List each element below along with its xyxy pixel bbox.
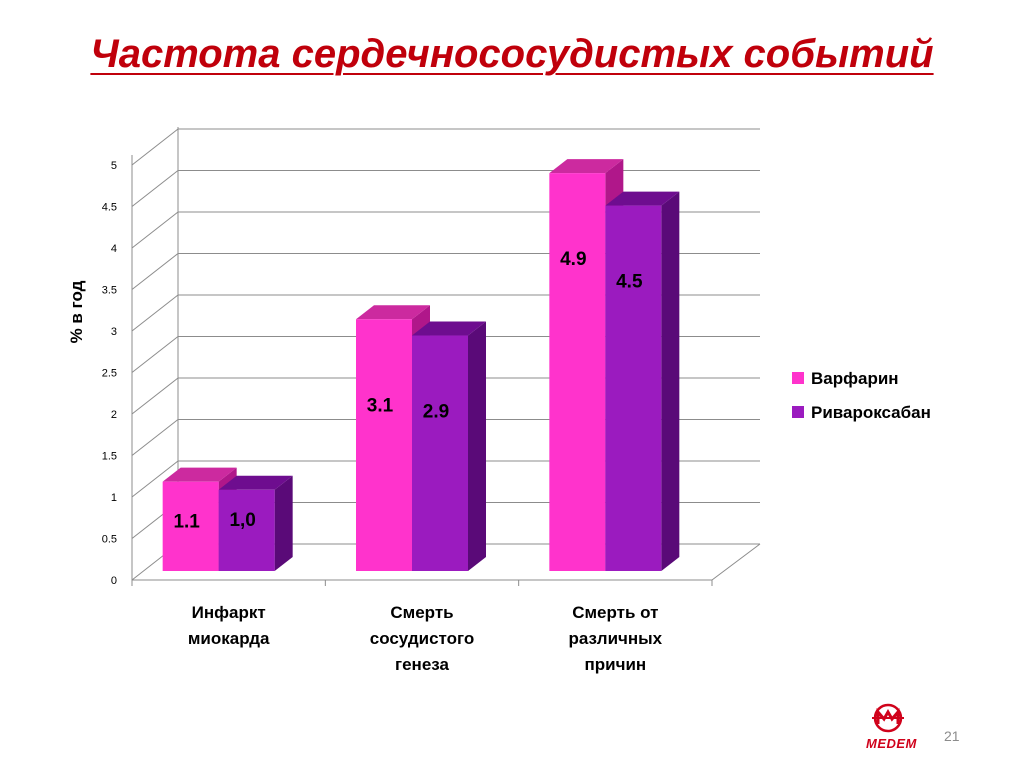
x-category-label: генеза (395, 655, 449, 674)
x-category-label: Инфаркт (192, 603, 266, 622)
bar (605, 205, 662, 571)
gridline-diagonal (131, 211, 179, 249)
gridline-diagonal (131, 128, 179, 166)
y-axis-label: % в год (67, 280, 86, 343)
y-tick-label: 1 (111, 492, 117, 504)
y-tick-label: 5 (111, 160, 117, 172)
y-tick-label: 0 (111, 575, 117, 587)
bar (218, 489, 275, 571)
y-tick-label: 2.5 (102, 368, 117, 380)
legend-swatch (792, 406, 804, 418)
data-label: 4.9 (560, 249, 586, 270)
data-label: 1.1 (173, 512, 200, 533)
data-label: 4.5 (616, 272, 643, 293)
floor-right-edge (711, 543, 761, 581)
y-tick-label: 3.5 (102, 285, 117, 297)
y-tick-label: 2 (111, 409, 117, 421)
bar-top (605, 191, 680, 206)
y-tick-label: 0.5 (102, 534, 117, 546)
legend-swatch (792, 372, 804, 384)
gridline-diagonal (131, 460, 179, 498)
gridline-diagonal (131, 377, 179, 415)
bar-side (274, 475, 293, 571)
bar (549, 173, 606, 571)
logo-text: MEDEM (866, 736, 917, 751)
gridline-diagonal (131, 170, 179, 207)
bar-top (356, 305, 430, 320)
gridline-diagonal (131, 336, 179, 373)
slide-number: 21 (944, 728, 960, 744)
data-label: 3.1 (367, 395, 394, 416)
bar-side (661, 191, 680, 571)
medem-logo-icon (872, 703, 904, 733)
x-category-label: различных (569, 629, 663, 648)
x-category-label: сосудистого (370, 629, 475, 648)
data-label: 2.9 (423, 402, 449, 423)
bar (356, 319, 412, 571)
y-tick-label: 1.5 (102, 451, 117, 463)
y-tick-label: 4.5 (102, 202, 117, 214)
x-category-label: Смерть (390, 603, 453, 622)
gridline-diagonal (131, 253, 179, 290)
x-category-label: миокарда (188, 629, 270, 648)
bar-top (162, 467, 237, 482)
bar-top (218, 475, 293, 490)
gridline-diagonal (131, 294, 179, 332)
y-tick-label: 3 (111, 326, 117, 338)
bar-side (468, 321, 486, 571)
gridline-diagonal (131, 419, 179, 456)
data-label: 1,0 (229, 510, 255, 531)
legend-entry: Варфарин (811, 369, 899, 388)
y-tick-label: 4 (111, 243, 117, 255)
legend-entry: Ривароксабан (811, 403, 931, 422)
bar (162, 481, 219, 571)
bar (412, 335, 468, 571)
slide-title: Частота сердечнососудистых событий (90, 32, 934, 76)
x-category-label: Смерть от (572, 603, 658, 622)
x-category-label: причин (584, 655, 646, 674)
bar-top (549, 159, 624, 174)
bar-chart: 0 0.5 1 1.5 2 2.5 3 3.5 4 4.5 5 1.1 1,0 Инфаркт миокар… (67, 127, 931, 674)
bar-top (412, 321, 486, 336)
